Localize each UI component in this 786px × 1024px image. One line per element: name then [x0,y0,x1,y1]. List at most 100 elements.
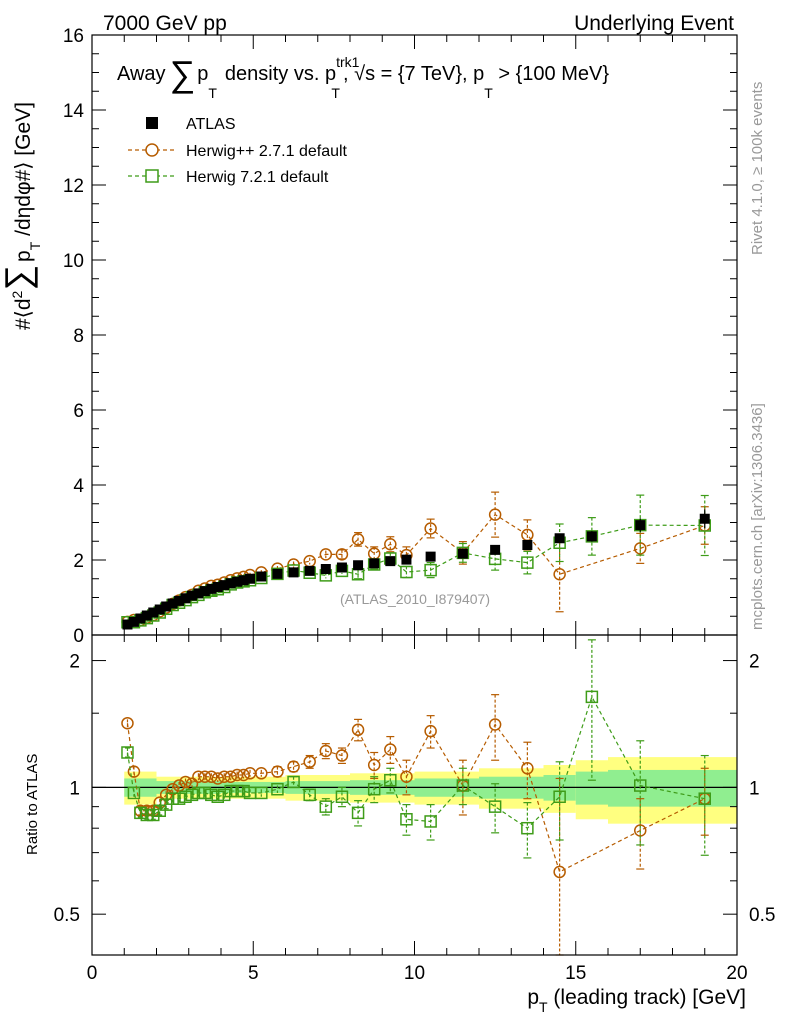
atlas-main-point [554,533,565,544]
atlas-main-point [199,586,210,597]
title-sum: ∑ [170,53,196,94]
herwigpp-main-point [424,522,437,535]
legend-herwigpp-label: Herwig++ 2.7.1 default [186,143,348,160]
herwig7-ratio-point [367,782,381,796]
title-sqrt: , √s = {7 TeV}, p [343,63,484,85]
title-T2: T [331,85,340,101]
herwig7-ratio-point [303,788,316,802]
y-tick-label: 2 [73,551,84,572]
herwigpp-ratio-point [211,772,225,785]
herwig7-ratio-point [521,821,534,835]
xlabel-rest: (leading track) [GeV] [548,986,746,1009]
herwig7-ratio-point [424,815,437,828]
ylabel-pre: #⟨d [12,298,35,330]
herwigpp-ratio-point [303,755,316,769]
title-density: density vs. p [225,63,336,85]
herwig7-ratio-point [224,784,237,798]
herwigpp-ratio-point [224,770,237,783]
herwigpp-ratio-point [205,770,218,783]
herwigpp-ratio-point [230,768,244,782]
analysis-watermark: (ATLAS_2010_I879407) [340,591,490,607]
herwigpp-ratio-point [127,765,141,778]
herwig7-main-point [424,563,437,577]
herwig7-ratio-point [634,779,647,792]
herwig7-ratio-point [217,788,231,802]
main-plot-area [92,35,737,635]
atlas-main-point [232,576,243,587]
herwigpp-ratio-point [521,762,534,775]
atlas-main-point [522,540,533,550]
x-tick-label: 20 [726,963,747,984]
herwig7-ratio-point [351,806,365,820]
ratio-tick-label-right: 2 [749,652,760,673]
herwigpp-ratio-point [553,865,566,879]
atlas-main-point [320,564,331,574]
title-T: T [208,85,217,101]
atlas-main-point [206,583,217,594]
x-tick-label: 5 [248,963,259,984]
y-tick-label: 0 [73,626,84,647]
herwig7-ratio-point [134,806,147,820]
atlas-main-point [238,575,249,586]
herwig7-ratio-point [230,784,244,798]
herwig7-ratio-point [198,786,212,800]
atlas-main-point [167,598,178,609]
herwigpp-main-point [384,538,397,551]
atlas-main-point [353,560,364,571]
x-tick-label: 15 [565,963,586,984]
herwigpp-main-point [553,568,566,581]
herwig7-ratio-point [585,690,599,704]
atlas-main-point [174,595,185,606]
atlas-main-point [122,619,133,630]
atlas-main-point [425,551,436,562]
herwigpp-ratio-point [121,716,134,730]
ylabel-sq: 2 [9,290,25,298]
herwig7-main-point [521,556,534,569]
atlas-main-point [457,548,468,559]
herwig7-main-point [585,530,599,543]
herwig7-ratio-point [172,792,186,805]
atlas-main-point [148,607,159,618]
main-series-marks [121,491,711,630]
ratio-tick-label-right: 0.5 [749,905,775,926]
atlas-main-point [699,513,710,524]
ratio-tick-label: 2 [69,652,80,673]
ylabel-T: T [27,241,43,250]
herwigpp-ratio-point [367,758,381,772]
herwig7-ratio-point [179,790,192,804]
legend-herwigpp-marker [145,143,159,157]
y-tick-label: 6 [73,401,84,422]
herwig7-ratio-point [319,800,333,813]
herwig7-ratio-point [121,746,134,759]
x-tick-label: 0 [87,963,98,984]
herwig7-ratio-point [553,790,566,804]
main-y-axis-label: #⟨d2∑ pT /dηdφ#⟩ [GeV] [0,102,43,330]
legend-herwig7-marker [145,169,159,183]
mcplots-annotation: mcplots.cern.ch [arXiv:1306.3436] [749,403,766,630]
atlas-main-point [141,610,152,621]
herwigpp-ratio-point [335,749,349,762]
title-p: p [197,63,208,85]
herwig7-ratio-point [237,784,250,798]
atlas-main-point [288,567,299,578]
chart-title: Away ∑ pTdensity vs. ptrk1 T, √s = {7 TeV},… [117,53,609,101]
herwigpp-main-point [488,508,502,521]
legend-atlas-label: ATLAS [186,116,236,133]
herwig7-ratio-point [488,800,502,813]
atlas-main-point [186,590,197,601]
atlas-main-point [135,613,146,624]
title-trk1: trk1 [336,54,360,70]
herwigpp-ratio-point [287,760,300,773]
atlas-main-point [219,580,230,591]
y-tick-label: 12 [63,176,84,197]
ratio-tick-label: 0.5 [54,905,80,926]
herwig7-ratio-point [335,790,349,804]
herwigpp-ratio-point [192,770,205,783]
atlas-main-point [161,601,172,612]
herwigpp-ratio-point [179,775,192,789]
herwig7-ratio-point [287,775,300,789]
herwig7-ratio-point [255,786,268,800]
x-tick-label: 10 [404,963,425,984]
